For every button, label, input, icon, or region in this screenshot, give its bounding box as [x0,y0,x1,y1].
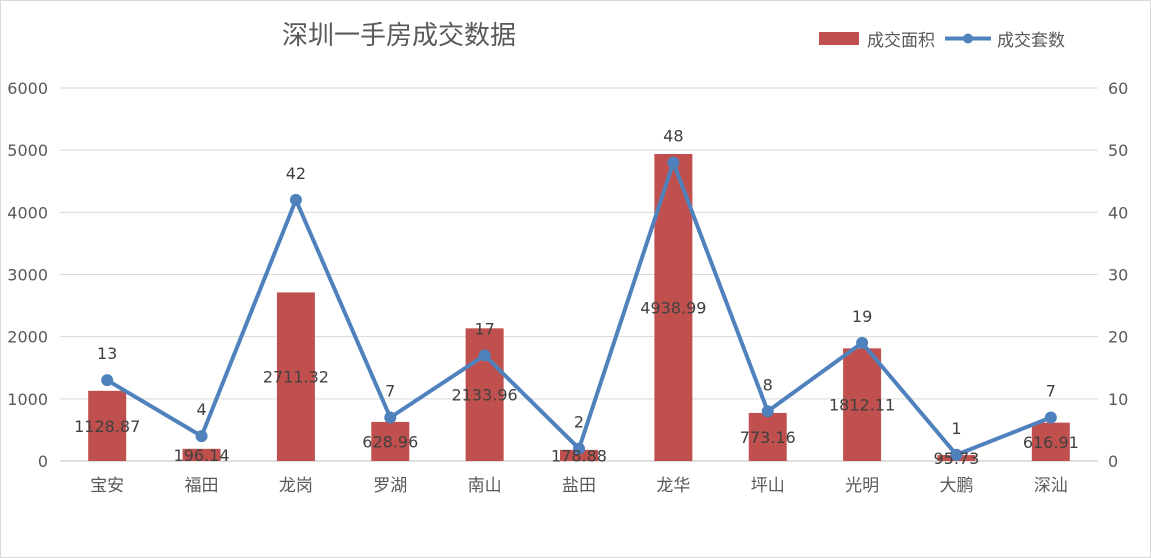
line-data-label: 17 [474,319,494,338]
category-label: 龙岗 [279,476,313,496]
bar-data-label: 628.96 [362,432,418,451]
right-axis-tick-label: 50 [1108,141,1128,160]
right-axis-tick-label: 0 [1108,452,1118,471]
line-data-label: 7 [1046,381,1056,400]
bar-data-label: 1812.11 [829,396,895,415]
bar-data-label: 2711.32 [263,368,329,387]
bar-data-label: 616.91 [1023,433,1079,452]
bar-data-label: 1128.87 [74,417,140,436]
bar-data-label: 95.73 [934,449,980,468]
left-axis-tick-label: 2000 [7,328,48,347]
left-axis-tick-label: 3000 [7,266,48,285]
gridlines [60,87,1098,462]
bar [182,448,221,461]
line-data-label: 2 [574,413,584,432]
bar [1031,422,1070,461]
line-data-label: 13 [97,344,117,363]
bar [88,390,127,461]
line-data-label: 8 [763,375,773,394]
bar [843,348,882,461]
category-label: 盐田 [562,476,596,496]
legend-swatch-count-marker [963,33,973,44]
right-axis-tick-label: 10 [1108,390,1128,409]
bar-series [88,153,1070,461]
right-axis-tick-label: 30 [1108,266,1128,285]
line-data-label: 7 [385,381,395,400]
line-data-label: 48 [663,127,683,146]
bar [371,421,410,461]
left-axis: 0 1000 2000 3000 4000 5000 6000 [7,79,48,471]
legend-label-area: 成交面积 [867,31,935,51]
right-axis-tick-label: 20 [1108,328,1128,347]
left-axis-tick-label: 1000 [7,390,48,409]
bar-data-labels: 1128.87 196.14 2711.32 628.96 2133.96 178.88 4… [74,298,1079,468]
category-label: 南山 [468,476,502,496]
line-point [478,349,491,362]
line-data-label: 1 [951,419,961,438]
legend-swatch-area [819,32,859,45]
category-axis: 宝安 福田 龙岗 罗湖 南山 盐田 龙华 坪山 光明 大鹏 深汕 [90,476,1068,496]
line-point [101,374,114,387]
bar-data-label: 178.88 [551,446,607,465]
category-label: 宝安 [90,476,124,496]
bar-data-label: 2133.96 [452,386,518,405]
line-data-label: 4 [196,400,206,419]
bar-data-label: 196.14 [174,446,230,465]
category-label: 福田 [185,476,219,496]
bar [276,292,315,461]
bar-data-label: 773.16 [740,428,796,447]
category-label: 坪山 [751,476,785,496]
left-axis-tick-label: 0 [38,452,48,471]
line-point [384,411,397,424]
right-axis-tick-label: 60 [1108,79,1128,98]
chart-title: 深圳一手房成交数据 [282,21,516,51]
category-label: 大鹏 [939,476,973,496]
left-axis-tick-label: 4000 [7,203,48,222]
line-point [1044,411,1057,424]
line-point [761,405,774,418]
bar-data-label: 4938.99 [640,298,706,317]
line-data-label: 42 [286,164,306,183]
line-point [195,430,208,443]
category-label: 罗湖 [373,476,407,496]
bar [748,412,787,461]
right-axis-tick-label: 40 [1108,203,1128,222]
line-point [950,448,963,461]
category-label: 龙华 [656,476,690,496]
category-label: 光明 [845,476,879,496]
series-line [106,160,1052,457]
legend: 成交面积 成交套数 [819,31,1065,51]
left-axis-tick-label: 5000 [7,141,48,160]
line-point [667,156,680,169]
line-point [856,336,869,349]
bar [560,449,598,461]
line-point [573,442,585,455]
left-axis-tick-label: 6000 [7,79,48,98]
right-axis: 0 10 20 30 40 50 60 [1108,79,1128,471]
legend-label-count: 成交套数 [997,31,1065,51]
line-point [289,193,302,206]
category-label: 深汕 [1034,476,1068,496]
line-series [101,156,1057,461]
line-data-label: 19 [852,307,872,326]
